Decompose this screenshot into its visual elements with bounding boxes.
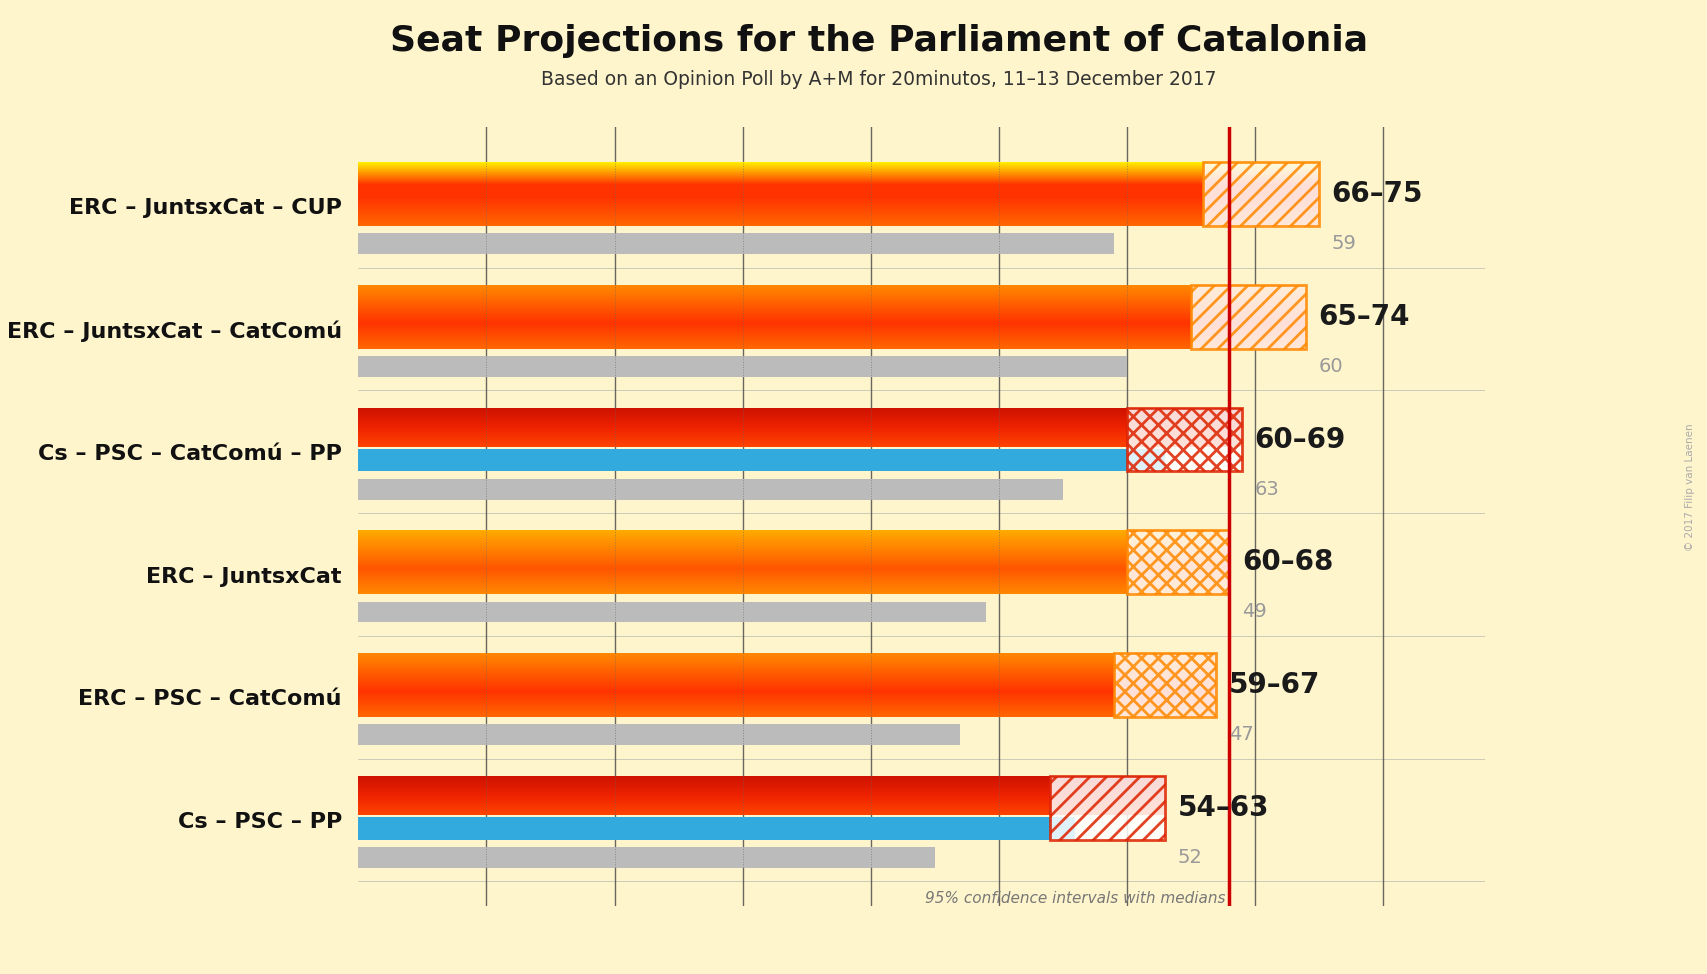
Bar	[1113, 653, 1215, 717]
Bar	[1050, 775, 1164, 840]
Bar	[358, 817, 1075, 840]
Bar	[1127, 408, 1243, 471]
Text: 47: 47	[1229, 725, 1253, 744]
Text: 95% confidence intervals with medians: 95% confidence intervals with medians	[925, 891, 1226, 906]
Bar	[358, 479, 1062, 500]
Text: © 2017 Filip van Laenen: © 2017 Filip van Laenen	[1685, 423, 1695, 551]
Text: Based on an Opinion Poll by A+M for 20minutos, 11–13 December 2017: Based on an Opinion Poll by A+M for 20mi…	[541, 70, 1217, 90]
Bar	[358, 234, 1113, 254]
Bar	[358, 725, 959, 745]
Text: 59–67: 59–67	[1229, 671, 1321, 699]
Text: 63: 63	[1255, 480, 1279, 499]
Text: 59: 59	[1331, 235, 1357, 253]
Text: 60–68: 60–68	[1243, 548, 1333, 577]
Text: 52: 52	[1178, 847, 1203, 867]
Bar	[358, 356, 1127, 377]
Text: 60–69: 60–69	[1255, 426, 1345, 454]
Text: 60: 60	[1318, 357, 1343, 376]
Bar	[358, 602, 985, 622]
Text: 54–63: 54–63	[1178, 794, 1270, 822]
Bar	[358, 449, 1164, 471]
Text: 65–74: 65–74	[1318, 303, 1410, 331]
Text: 49: 49	[1243, 603, 1267, 621]
Text: 66–75: 66–75	[1331, 180, 1424, 208]
Bar	[1191, 285, 1306, 349]
Bar	[358, 847, 935, 868]
Bar	[1127, 530, 1229, 594]
Bar	[1203, 163, 1318, 226]
Text: Seat Projections for the Parliament of Catalonia: Seat Projections for the Parliament of C…	[389, 24, 1369, 58]
